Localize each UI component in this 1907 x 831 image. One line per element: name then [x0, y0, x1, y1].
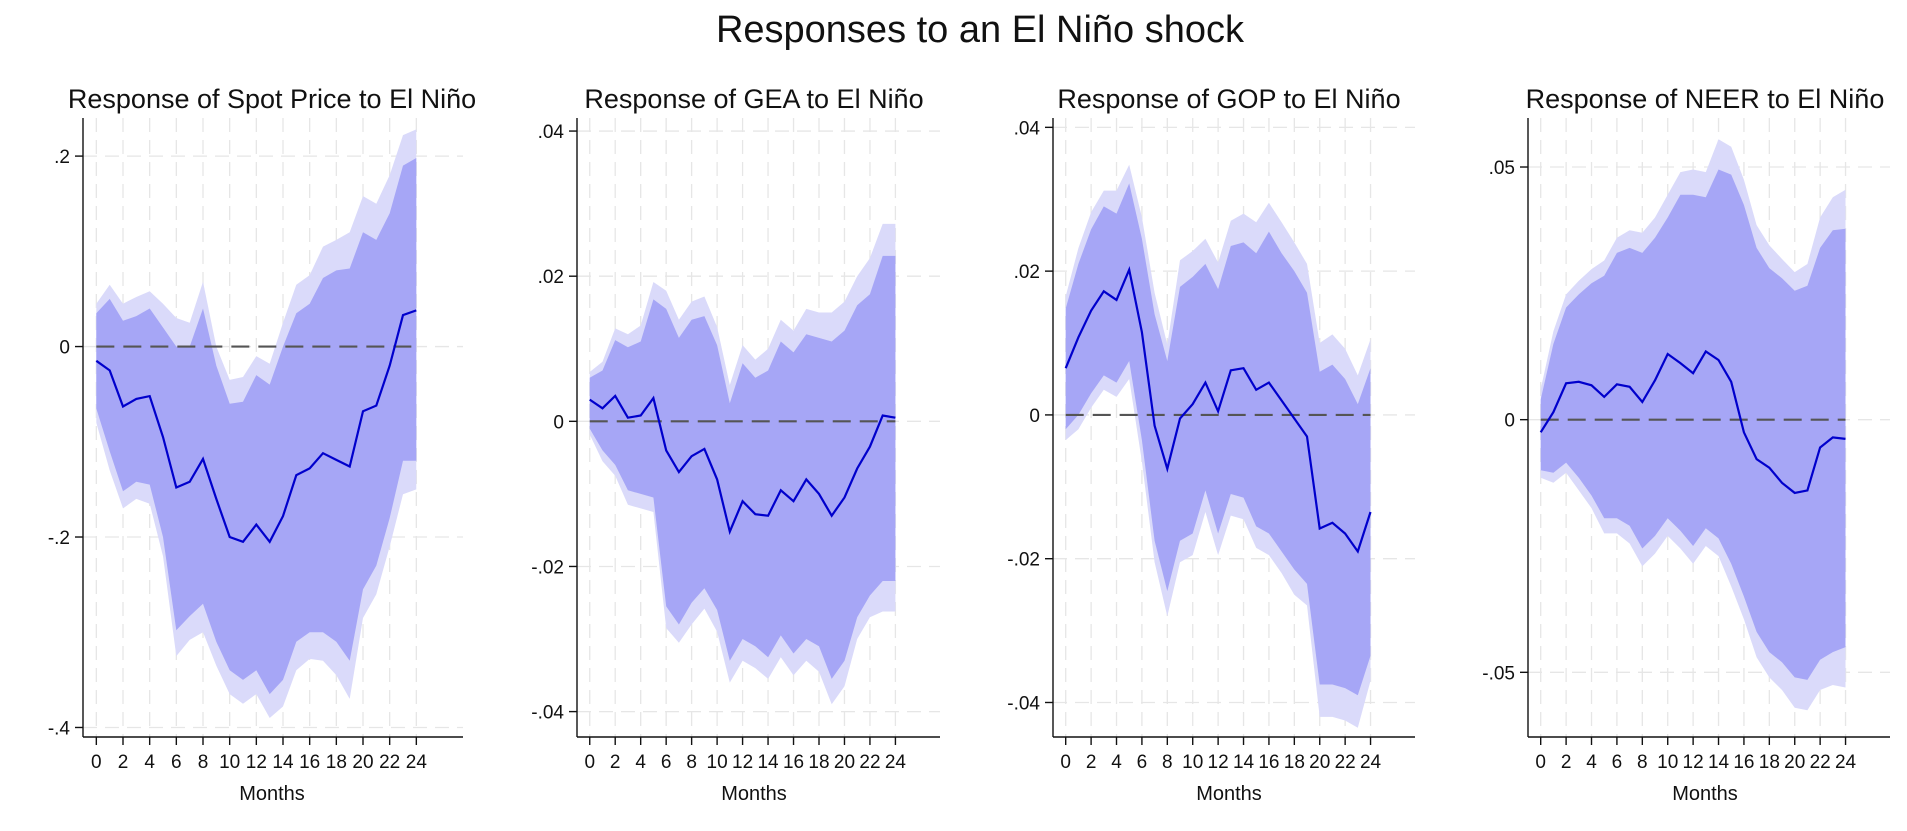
y-tick-label: .2	[54, 147, 70, 168]
x-tick-label: 6	[171, 752, 182, 773]
x-tick-label: 16	[1733, 752, 1754, 773]
x-tick-label: 22	[859, 752, 880, 773]
x-tick-label: 4	[1111, 752, 1122, 773]
confidence-band-inner	[1540, 169, 1846, 680]
x-tick-label: 24	[1360, 752, 1382, 773]
x-tick-label: 2	[1086, 752, 1097, 773]
x-tick-label: 4	[635, 752, 646, 773]
y-tick-label: .05	[1489, 158, 1515, 179]
x-tick-label: 22	[1810, 752, 1831, 773]
y-tick-label: .04	[538, 122, 565, 143]
figure-title: Responses to an El Niño shock	[716, 9, 1245, 51]
x-tick-label: 18	[808, 752, 829, 773]
y-tick-label: -.02	[1007, 550, 1040, 571]
x-tick-label: 12	[1683, 752, 1704, 773]
y-tick-label: -.02	[531, 557, 564, 578]
x-tick-label: 0	[1535, 752, 1546, 773]
x-tick-label: 18	[1284, 752, 1305, 773]
x-tick-label: 22	[1335, 752, 1356, 773]
x-tick-label: 12	[732, 752, 753, 773]
x-tick-label: 24	[1835, 752, 1857, 773]
plot-area: 0 2 4 6 8 10 12 14 16 18 20 22 24-.04-.020.02.04	[531, 118, 940, 773]
y-tick-label: -.05	[1482, 663, 1515, 684]
x-tick-label: 18	[1759, 752, 1780, 773]
x-axis-label: Months	[1196, 783, 1262, 805]
x-tick-label: 22	[379, 752, 400, 773]
confidence-band-inner	[1065, 183, 1371, 696]
x-tick-label: 10	[1657, 752, 1678, 773]
y-tick-label: 0	[553, 412, 564, 433]
x-tick-label: 0	[1060, 752, 1071, 773]
y-tick-label: -.4	[48, 718, 71, 739]
panel-title: Response of GEA to El Niño	[584, 84, 923, 114]
x-axis-label: Months	[239, 783, 305, 805]
x-tick-label: 16	[1258, 752, 1279, 773]
panel-title: Response of GOP to El Niño	[1057, 84, 1400, 114]
x-tick-label: 20	[834, 752, 855, 773]
x-tick-label: 2	[118, 752, 129, 773]
x-tick-label: 20	[1784, 752, 1805, 773]
impulse-response-line	[1064, 265, 1372, 554]
y-tick-label: 0	[1504, 411, 1515, 432]
x-tick-label: 4	[1586, 752, 1597, 773]
x-tick-label: 6	[661, 752, 672, 773]
x-tick-label: 10	[707, 752, 728, 773]
y-tick-label: 0	[59, 338, 70, 359]
impulse-response-line	[1539, 349, 1846, 495]
y-tick-label: 0	[1029, 406, 1040, 427]
x-tick-label: 4	[144, 752, 155, 773]
y-tick-label: .04	[1014, 118, 1041, 139]
x-tick-label: 0	[91, 752, 102, 773]
x-tick-label: 2	[610, 752, 621, 773]
y-tick-label: .02	[538, 267, 564, 288]
x-tick-label: 24	[885, 752, 907, 773]
x-tick-label: 10	[219, 752, 240, 773]
x-tick-label: 16	[299, 752, 320, 773]
x-tick-label: 12	[1208, 752, 1229, 773]
x-tick-label: 18	[326, 752, 347, 773]
plot-area: 0 2 4 6 8 10 12 14 16 18 20 22 24-.050.05	[1482, 118, 1890, 773]
confidence-band-inner	[589, 255, 896, 679]
x-tick-label: 20	[1309, 752, 1330, 773]
x-tick-label: 8	[686, 752, 697, 773]
x-tick-label: 6	[1137, 752, 1148, 773]
x-tick-label: 10	[1182, 752, 1203, 773]
x-tick-label: 8	[1162, 752, 1173, 773]
x-tick-label: 2	[1561, 752, 1572, 773]
plot-area: 0 2 4 6 8 10 12 14 16 18 20 22 24-.4-.20.2	[48, 118, 463, 773]
y-tick-label: -.04	[1007, 693, 1040, 714]
x-tick-label: 14	[1233, 752, 1255, 773]
y-tick-label: -.2	[48, 528, 70, 549]
x-axis-label: Months	[721, 783, 787, 805]
x-tick-label: 24	[406, 752, 428, 773]
panel-title: Response of NEER to El Niño	[1526, 84, 1885, 114]
x-tick-label: 14	[272, 752, 294, 773]
panel-title: Response of Spot Price to El Niño	[68, 84, 476, 114]
confidence-band-inner	[96, 158, 417, 695]
panel-spot-price: Response of Spot Price to El Niño Months…	[48, 84, 476, 805]
x-tick-label: 6	[1612, 752, 1623, 773]
x-tick-label: 14	[1708, 752, 1730, 773]
plot-area: 0 2 4 6 8 10 12 14 16 18 20 22 24-.04-.020.02.04	[1007, 118, 1415, 773]
x-tick-label: 8	[1637, 752, 1648, 773]
x-tick-label: 20	[352, 752, 373, 773]
impulse-response-line	[95, 309, 417, 544]
x-tick-label: 14	[757, 752, 779, 773]
x-tick-label: 12	[246, 752, 267, 773]
x-tick-label: 8	[198, 752, 209, 773]
y-tick-label: -.04	[531, 703, 564, 724]
impulse-response-line	[589, 394, 896, 536]
y-tick-label: .02	[1014, 262, 1040, 283]
x-tick-label: 16	[783, 752, 804, 773]
x-tick-label: 0	[584, 752, 595, 773]
x-axis-label: Months	[1672, 783, 1738, 805]
